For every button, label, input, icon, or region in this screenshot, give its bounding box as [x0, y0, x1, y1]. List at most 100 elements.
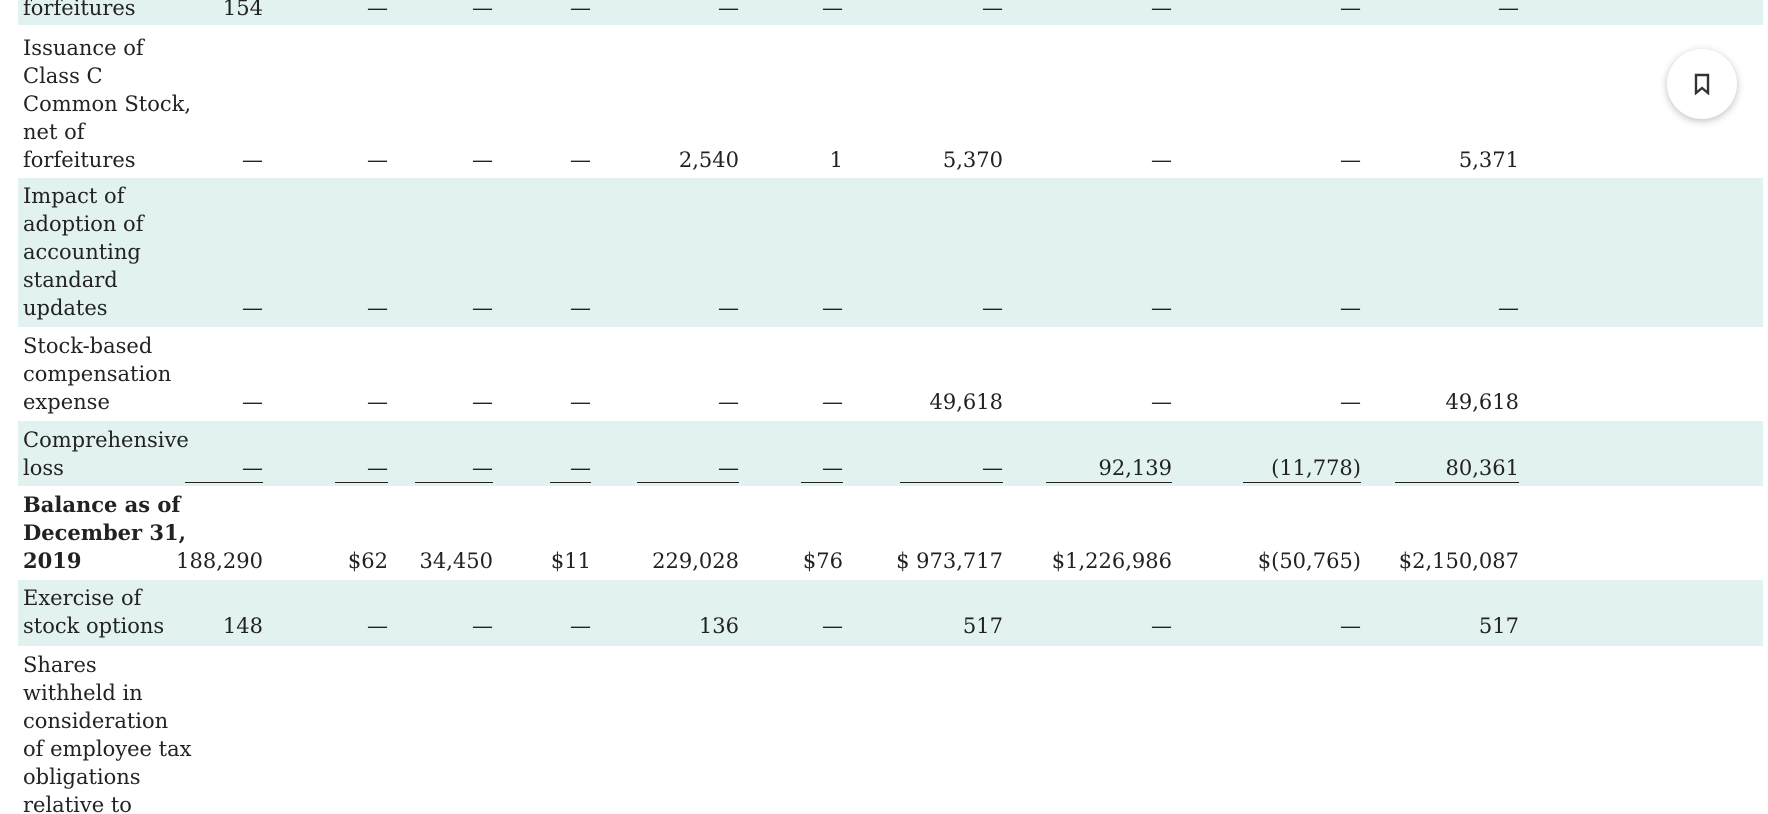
row-label: Impact of adoption of accounting standar…	[23, 182, 193, 322]
row-label-line: Shares	[23, 653, 97, 677]
table-cell: —	[1340, 614, 1361, 638]
row-label-line: updates	[23, 296, 108, 320]
table-cell: —	[1340, 390, 1361, 414]
table-cell: —	[367, 390, 388, 414]
row-label-line: relative to	[23, 793, 132, 814]
row-label-line: Comprehensive	[23, 428, 189, 452]
table-cell: —	[822, 0, 843, 20]
row-label-line: adoption of	[23, 212, 144, 236]
row-label-line: forfeitures	[23, 148, 136, 172]
table-cell: —	[1498, 0, 1519, 20]
row-label-line: Common Stock,	[23, 92, 192, 116]
row-label-line: December 31,	[23, 520, 186, 545]
table-cell: —	[367, 148, 388, 172]
table-cell: —	[242, 148, 263, 172]
table-cell: —	[570, 296, 591, 320]
table-cell: —	[1151, 296, 1172, 320]
table-row: Stock-based compensation expense — — — —…	[18, 327, 1763, 421]
row-label-line: loss	[23, 456, 64, 480]
row-label-line: withheld in	[23, 681, 143, 705]
row-label-line: Issuance of	[23, 36, 144, 60]
table-cell: 229,028	[652, 549, 739, 573]
table-cell: $ 973,717	[896, 549, 1003, 573]
table-row: Shares withheld in consideration of empl…	[18, 646, 1763, 814]
table-row: Comprehensive loss — — — — — — — 92,139 …	[18, 421, 1763, 486]
table-cell: —	[718, 296, 739, 320]
table-cell: —	[822, 296, 843, 320]
row-label: forfeitures	[23, 0, 193, 22]
row-label-line: Class C	[23, 64, 103, 88]
table-cell: —	[367, 0, 388, 20]
row-label: Comprehensive loss	[23, 426, 193, 482]
table-cell: 49,618	[1445, 390, 1519, 414]
row-label-line: consideration	[23, 709, 169, 733]
row-label-line: of employee tax	[23, 737, 192, 761]
table-cell: —	[1340, 0, 1361, 20]
table-cell: —	[242, 390, 263, 414]
table-cell: —	[570, 390, 591, 414]
table-cell: —	[718, 0, 739, 20]
table-cell: —	[472, 390, 493, 414]
table-cell: $76	[802, 549, 843, 573]
table-cell: 517	[962, 614, 1003, 638]
table-cell: $(50,765)	[1257, 549, 1361, 573]
table-cell: —	[472, 614, 493, 638]
row-label: Balance as of December 31, 2019	[23, 491, 193, 575]
table-row: Exercise of stock options 148 — — — 136 …	[18, 580, 1763, 646]
row-label: Issuance of Class C Common Stock, net of…	[23, 34, 193, 174]
table-cell: —	[1498, 296, 1519, 320]
bookmark-icon	[1692, 73, 1712, 96]
table-cell: —	[415, 454, 493, 483]
row-label-line: obligations	[23, 765, 141, 789]
table-cell: —	[185, 454, 263, 483]
row-label: Shares withheld in consideration of empl…	[23, 651, 193, 814]
table-cell: —	[550, 454, 591, 483]
row-label-line: Stock-based	[23, 334, 153, 358]
table-cell: —	[1151, 614, 1172, 638]
table-cell: —	[472, 148, 493, 172]
table-cell: —	[1151, 390, 1172, 414]
table-cell: —	[637, 454, 739, 483]
table-cell: —	[570, 148, 591, 172]
table-cell: —	[822, 390, 843, 414]
table-cell: 5,370	[942, 148, 1003, 172]
table-cell: —	[1340, 296, 1361, 320]
table-cell: —	[1340, 148, 1361, 172]
table-row: Balance as of December 31, 2019 188,290 …	[18, 486, 1763, 580]
table-row: forfeitures 154 — — — — — — — — —	[18, 0, 1763, 25]
table-cell: 1	[829, 148, 843, 172]
table-cell: $2,150,087	[1398, 549, 1519, 573]
table-cell: —	[900, 454, 1003, 483]
table-cell: 148	[222, 614, 263, 638]
table-cell: $11	[550, 549, 591, 573]
row-label-line: 2019	[23, 548, 82, 573]
row-label-line: Impact of	[23, 184, 125, 208]
table-cell: —	[718, 390, 739, 414]
bookmark-button[interactable]	[1667, 49, 1737, 119]
table-cell: —	[367, 296, 388, 320]
row-label-line: compensation	[23, 362, 172, 386]
table-cell: —	[367, 614, 388, 638]
table-cell: 188,290	[176, 549, 263, 573]
table-row: Issuance of Class C Common Stock, net of…	[18, 25, 1763, 178]
row-label: Stock-based compensation expense	[23, 332, 193, 416]
row-label-line: expense	[23, 390, 110, 414]
table-cell: 5,371	[1458, 148, 1519, 172]
table-cell: 517	[1478, 614, 1519, 638]
table-cell: —	[982, 296, 1003, 320]
table-cell: —	[472, 0, 493, 20]
table-cell: —	[982, 0, 1003, 20]
table-cell: 154	[222, 0, 263, 20]
table-cell: —	[242, 296, 263, 320]
table-cell: —	[1151, 0, 1172, 20]
row-label-line: net of	[23, 120, 85, 144]
row-label-line: standard	[23, 268, 118, 292]
table-cell: 49,618	[929, 390, 1003, 414]
table-cell: $1,226,986	[1051, 549, 1172, 573]
table-cell: —	[822, 614, 843, 638]
table-cell: $62	[347, 549, 388, 573]
table-cell: 136	[698, 614, 739, 638]
table-cell: 2,540	[678, 148, 739, 172]
table-cell: —	[335, 454, 388, 483]
table-cell: (11,778)	[1243, 454, 1361, 483]
